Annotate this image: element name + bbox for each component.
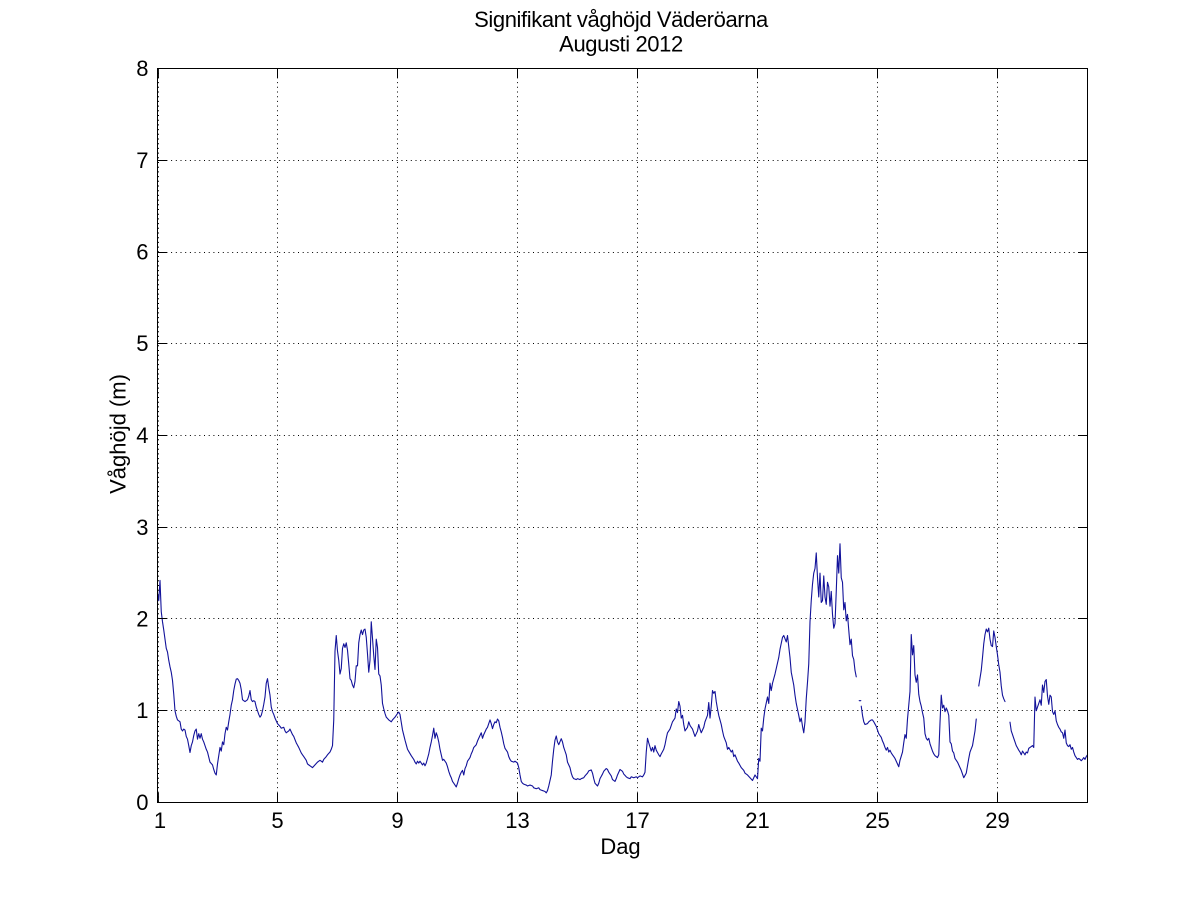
svg-text:4: 4	[136, 423, 148, 448]
svg-text:8: 8	[136, 56, 148, 81]
svg-text:1: 1	[154, 808, 166, 833]
svg-text:21: 21	[745, 808, 769, 833]
svg-text:2: 2	[136, 607, 148, 632]
svg-text:13: 13	[505, 808, 529, 833]
svg-text:25: 25	[865, 808, 889, 833]
svg-text:Dag: Dag	[600, 834, 640, 859]
svg-text:5: 5	[271, 808, 283, 833]
svg-text:3: 3	[136, 515, 148, 540]
svg-text:5: 5	[136, 331, 148, 356]
svg-text:29: 29	[985, 808, 1009, 833]
svg-text:9: 9	[391, 808, 403, 833]
svg-text:Våghöjd (m): Våghöjd (m)	[106, 374, 131, 494]
svg-text:Signifikant våghöjd Väderöarna: Signifikant våghöjd Väderöarna	[474, 7, 769, 32]
svg-text:1: 1	[136, 698, 148, 723]
svg-text:7: 7	[136, 148, 148, 173]
svg-text:0: 0	[136, 790, 148, 815]
svg-text:6: 6	[136, 240, 148, 265]
svg-text:17: 17	[625, 808, 649, 833]
svg-text:Augusti 2012: Augusti 2012	[559, 32, 683, 57]
